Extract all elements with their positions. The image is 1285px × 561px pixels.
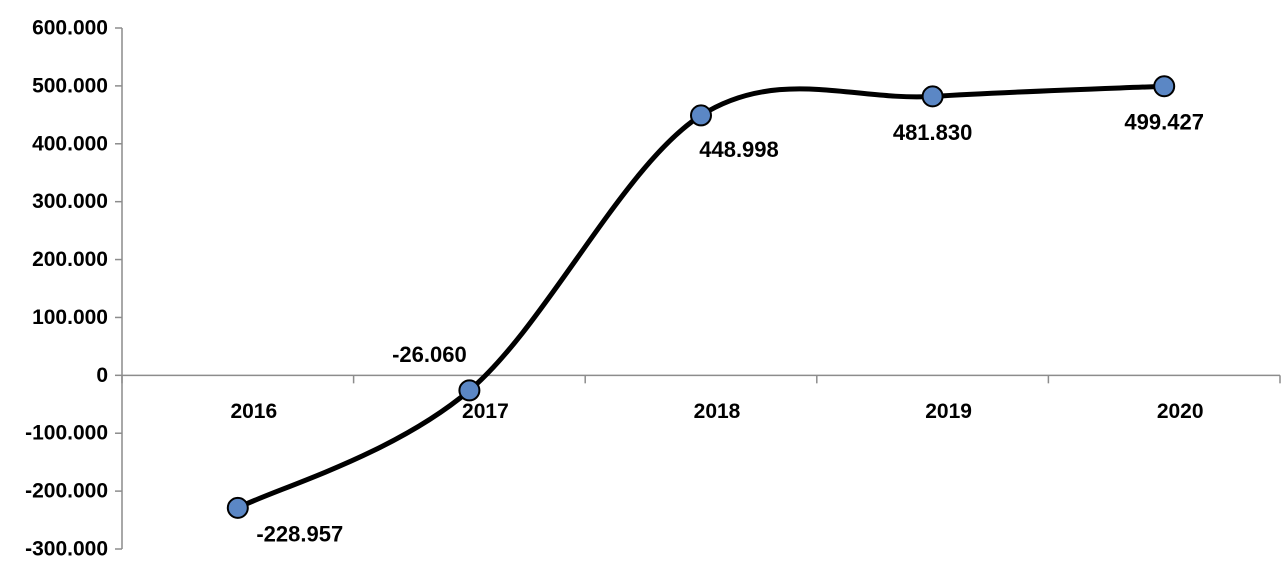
- x-tick-label: 2019: [925, 400, 972, 423]
- data-labels: -228.957 -26.060 448.998 481.830 499.427: [256, 110, 1204, 547]
- y-tick-label: 200.000: [32, 248, 108, 271]
- series-line: [235, 83, 1167, 511]
- x-tick-label: 2018: [694, 400, 741, 423]
- y-tick-label: 600.000: [32, 17, 108, 40]
- y-tick-label: 500.000: [32, 74, 108, 97]
- y-tick-label: -200.000: [25, 480, 108, 503]
- y-tick-label: 300.000: [32, 190, 108, 213]
- data-point-marker: [458, 379, 481, 402]
- data-label: 448.998: [699, 137, 779, 162]
- y-tick-label: -300.000: [25, 538, 108, 561]
- y-axis: 600.000 500.000 400.000 300.000 200.000 100.0…: [25, 17, 123, 561]
- data-point-marker: [1153, 75, 1176, 98]
- x-axis: 2016 2017 2018 2019 2020: [121, 374, 1281, 423]
- y-tick-label: 0: [96, 364, 108, 387]
- data-point-marker: [226, 496, 249, 519]
- data-label: 481.830: [893, 120, 973, 145]
- y-tick-label: 100.000: [32, 306, 108, 329]
- data-label: -26.060: [392, 342, 467, 367]
- y-tick-label: 400.000: [32, 132, 108, 155]
- series-line-group: [226, 75, 1176, 519]
- data-point-marker: [921, 85, 944, 108]
- data-label: -228.957: [256, 521, 343, 546]
- x-tick-label: 2017: [462, 400, 509, 423]
- x-tick-label: 2016: [230, 400, 277, 423]
- data-label: 499.427: [1124, 110, 1204, 135]
- x-tick-label: 2020: [1157, 400, 1204, 423]
- y-tick-label: -100.000: [25, 422, 108, 445]
- data-point-marker: [690, 104, 712, 127]
